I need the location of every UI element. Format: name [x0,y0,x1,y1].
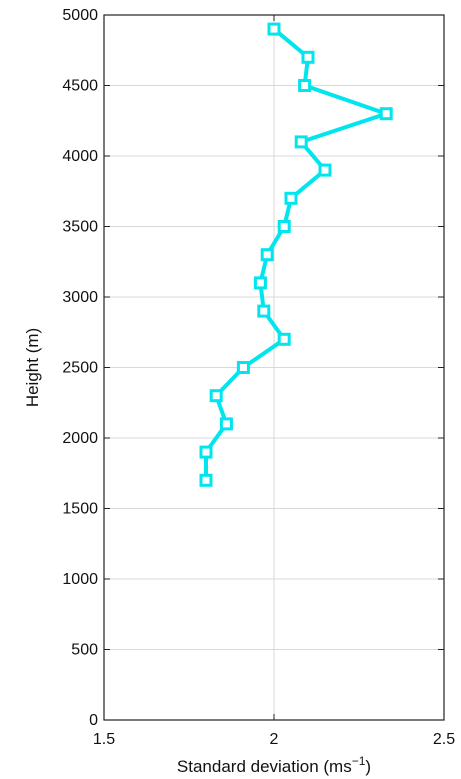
series-line [204,27,389,483]
y-tick-label: 3000 [62,289,98,306]
data-point-marker [260,248,274,262]
y-tick-label: 4000 [62,148,98,165]
data-series [199,22,393,487]
y-axis-label: Height (m) [23,328,42,407]
data-point-marker [294,135,308,149]
data-point-marker [209,389,223,403]
data-point-marker [267,22,281,36]
y-tick-label: 0 [89,712,98,729]
data-point-marker [253,276,267,290]
data-point-marker [219,417,233,431]
y-tick-label: 2000 [62,430,98,447]
data-point-marker [298,79,312,92]
y-tick-label: 3500 [62,219,98,236]
y-tick-label: 500 [71,642,98,659]
x-tick-label: 2.5 [433,731,455,748]
data-point-marker [277,332,291,346]
y-tick-label: 1500 [62,501,98,518]
data-point-marker [379,107,393,121]
grid [104,15,444,720]
y-tick-label: 4500 [62,78,98,95]
data-point-marker [199,473,213,487]
data-point-marker [284,191,298,205]
data-point-marker [318,163,332,177]
axis-ticks: 0 500 1000 1500 2000 2500 3000 3500 4000 4500 5000… [62,7,455,748]
data-point-marker [236,361,250,374]
x-tick-label: 1.5 [93,731,115,748]
data-point-marker [277,220,291,233]
y-tick-label: 2500 [62,360,98,377]
data-point-marker [199,445,213,459]
y-tick-label: 1000 [62,571,98,588]
data-point-marker [301,50,315,64]
x-axis-label: Standard deviation (ms−1) [177,754,371,776]
data-point-marker [257,304,271,318]
y-tick-label: 5000 [62,7,98,24]
x-tick-label: 2 [270,731,279,748]
